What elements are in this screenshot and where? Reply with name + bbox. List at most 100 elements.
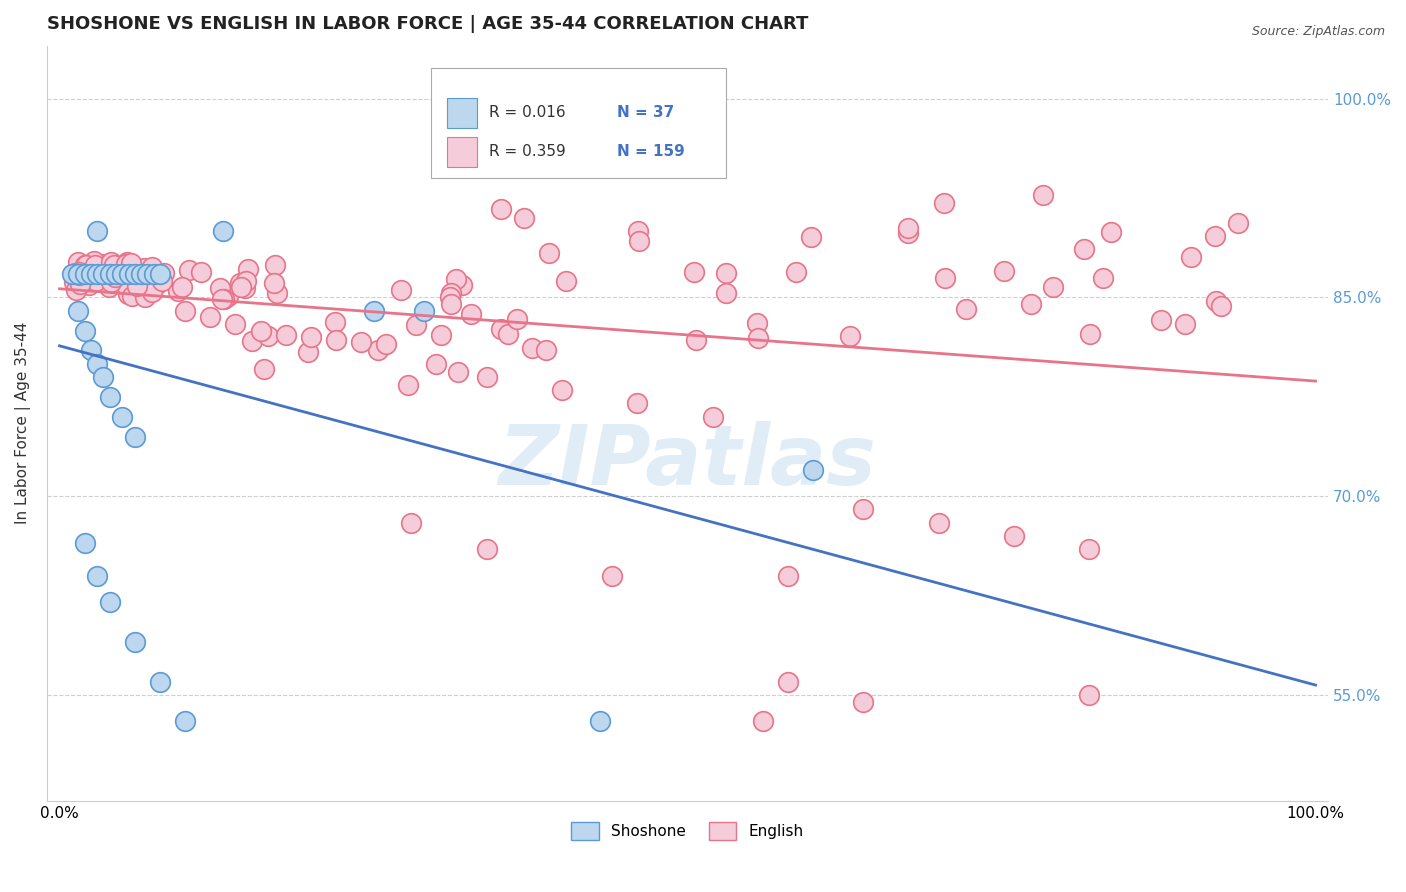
Point <box>513 211 536 225</box>
Point <box>1042 280 1064 294</box>
Point <box>76 266 98 280</box>
Point <box>84 274 107 288</box>
Point <box>96 277 118 291</box>
Point <box>522 342 544 356</box>
Point <box>367 343 389 358</box>
Point <box>537 246 560 260</box>
FancyBboxPatch shape <box>447 136 478 167</box>
Point <box>554 274 576 288</box>
Point <box>425 357 447 371</box>
FancyBboxPatch shape <box>432 69 725 178</box>
Point <box>1174 318 1197 332</box>
Point <box>75 258 97 272</box>
Point <box>430 328 453 343</box>
Point <box>93 370 115 384</box>
Point <box>1078 326 1101 341</box>
Point <box>73 267 96 281</box>
Point <box>1078 688 1101 702</box>
Point <box>685 333 707 347</box>
Point <box>838 329 860 343</box>
Point <box>391 283 413 297</box>
Point <box>627 235 650 249</box>
Point <box>405 318 427 332</box>
Point <box>177 263 200 277</box>
Text: SHOSHONE VS ENGLISH IN LABOR FORCE | AGE 35-44 CORRELATION CHART: SHOSHONE VS ENGLISH IN LABOR FORCE | AGE… <box>46 15 808 33</box>
Point <box>1091 271 1114 285</box>
Point <box>63 276 86 290</box>
Point <box>114 257 136 271</box>
Point <box>714 285 737 300</box>
Point <box>103 258 125 272</box>
Point <box>752 714 775 729</box>
Text: N = 37: N = 37 <box>617 105 675 120</box>
Point <box>263 258 285 272</box>
Point <box>588 714 610 729</box>
Point <box>73 324 96 338</box>
Point <box>897 221 920 235</box>
Point <box>98 390 121 404</box>
Point <box>73 535 96 549</box>
Text: ZIPatlas: ZIPatlas <box>499 420 876 501</box>
Point <box>627 224 650 238</box>
Point <box>211 224 233 238</box>
Point <box>1204 229 1226 244</box>
Point <box>702 409 724 424</box>
Point <box>447 365 470 379</box>
Point <box>396 378 419 392</box>
Point <box>297 345 319 359</box>
Point <box>111 409 134 424</box>
Point <box>785 264 807 278</box>
Point <box>475 542 498 557</box>
Point <box>121 277 143 291</box>
Point <box>105 267 128 281</box>
Point <box>683 265 706 279</box>
Point <box>1073 243 1095 257</box>
Point <box>129 267 152 281</box>
Point <box>263 276 285 290</box>
Point <box>460 307 482 321</box>
Point <box>412 303 434 318</box>
Point <box>120 256 142 270</box>
Point <box>73 258 96 272</box>
Point <box>600 568 623 582</box>
Point <box>325 333 347 347</box>
Point <box>1209 299 1232 313</box>
Point <box>132 261 155 276</box>
Point <box>166 284 188 298</box>
Point <box>60 267 83 281</box>
Point <box>190 265 212 279</box>
Point <box>489 202 512 216</box>
Point <box>934 270 956 285</box>
Point <box>440 296 463 310</box>
Point <box>82 260 104 274</box>
Point <box>375 336 398 351</box>
Point <box>174 714 197 729</box>
Point <box>111 267 134 281</box>
Point <box>149 674 172 689</box>
Point <box>98 595 121 609</box>
Point <box>1019 296 1042 310</box>
Point <box>217 289 239 303</box>
Point <box>141 285 163 300</box>
Point <box>127 279 149 293</box>
Point <box>1205 293 1227 308</box>
Text: N = 159: N = 159 <box>617 145 685 159</box>
Point <box>86 568 108 582</box>
Point <box>80 267 103 281</box>
Point <box>235 274 257 288</box>
Point <box>152 266 174 280</box>
Point <box>444 272 467 286</box>
Point <box>932 196 955 211</box>
Y-axis label: In Labor Force | Age 35-44: In Labor Force | Age 35-44 <box>15 322 31 524</box>
Point <box>1032 187 1054 202</box>
Point <box>83 254 105 268</box>
Point <box>1002 529 1025 543</box>
Point <box>174 303 197 318</box>
Point <box>800 229 823 244</box>
Point <box>745 317 768 331</box>
Point <box>125 265 148 279</box>
Point <box>63 267 86 281</box>
Point <box>1078 542 1101 557</box>
Point <box>142 267 165 281</box>
Point <box>747 331 769 345</box>
